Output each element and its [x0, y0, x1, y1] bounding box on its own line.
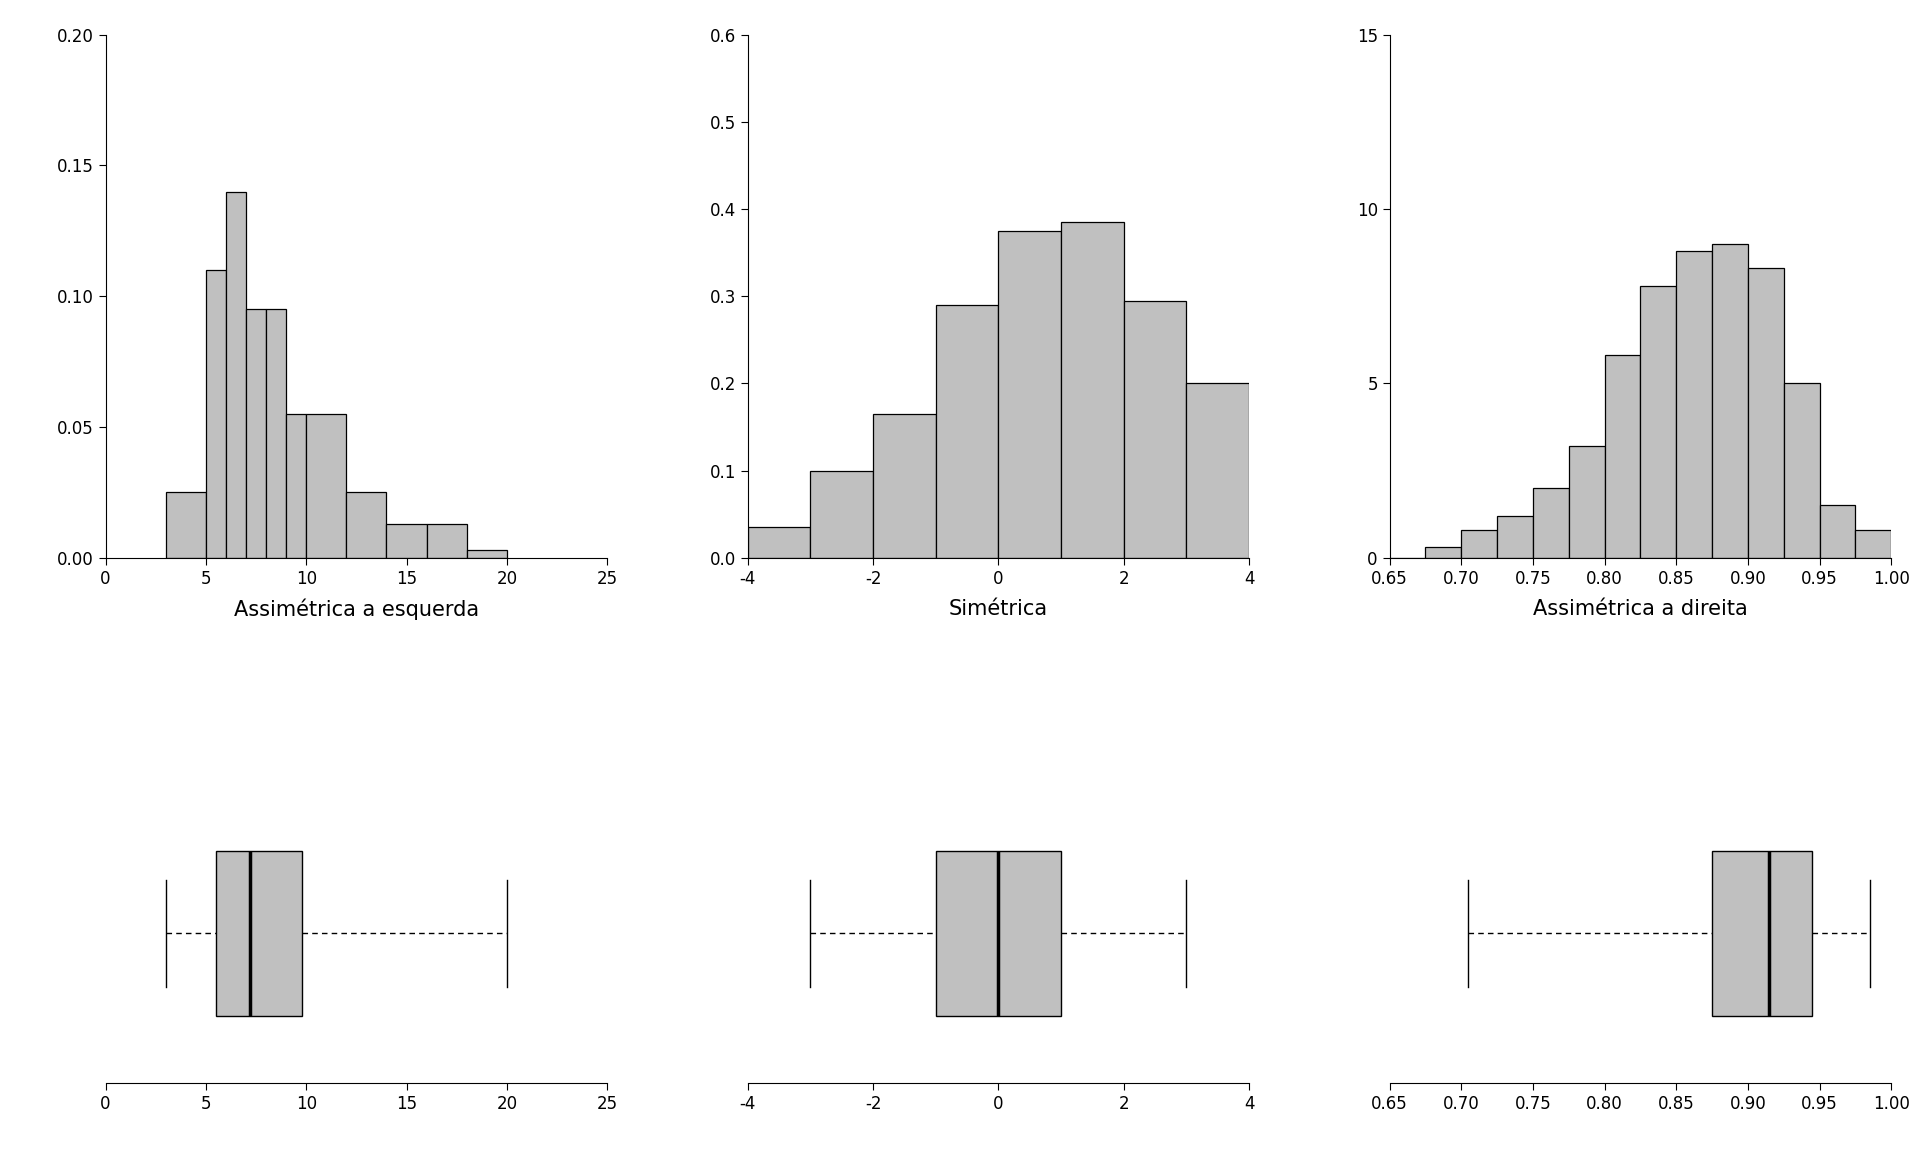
Bar — [165, 492, 205, 558]
Bar — [227, 191, 246, 558]
Bar — [1123, 301, 1187, 558]
Bar — [426, 524, 467, 558]
Bar — [286, 414, 305, 558]
Bar — [205, 270, 227, 558]
Bar — [1461, 530, 1498, 558]
Bar — [1498, 516, 1532, 558]
Bar — [1855, 530, 1891, 558]
Bar — [1062, 222, 1123, 558]
Bar — [1747, 268, 1784, 558]
Bar — [810, 470, 874, 558]
Bar — [747, 528, 810, 558]
Bar — [1187, 384, 1250, 558]
Bar — [1605, 356, 1640, 558]
Bar — [346, 492, 386, 558]
Bar — [246, 309, 267, 558]
Bar — [1569, 446, 1605, 558]
Bar — [998, 230, 1062, 558]
Bar — [1425, 547, 1461, 558]
Bar — [874, 414, 935, 558]
Bar — [467, 550, 507, 558]
Bar — [305, 414, 346, 558]
Bar — [1676, 251, 1713, 558]
Bar — [935, 851, 1062, 1016]
Bar — [1713, 244, 1747, 558]
Bar — [1713, 851, 1812, 1016]
Bar — [267, 309, 286, 558]
Bar — [386, 524, 426, 558]
Bar — [1640, 286, 1676, 558]
X-axis label: Assimétrica a esquerda: Assimétrica a esquerda — [234, 599, 478, 620]
Bar — [1820, 506, 1855, 558]
Bar — [1784, 384, 1820, 558]
Bar — [935, 305, 998, 558]
X-axis label: Simétrica: Simétrica — [948, 599, 1048, 619]
Bar — [1532, 488, 1569, 558]
Bar — [215, 851, 301, 1016]
X-axis label: Assimétrica a direita: Assimétrica a direita — [1532, 599, 1747, 619]
